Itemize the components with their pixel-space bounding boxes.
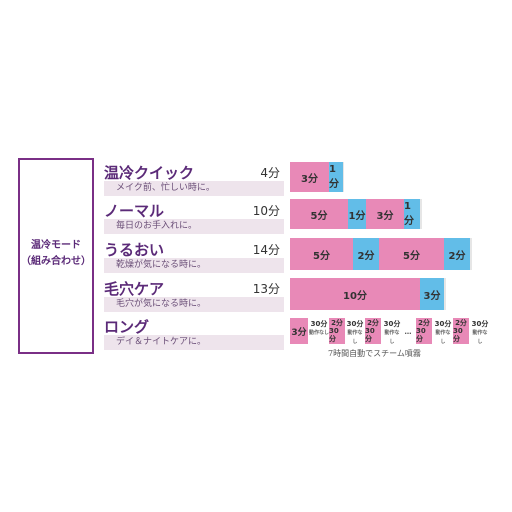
mode-label-line1: 温冷モード bbox=[31, 240, 81, 251]
segment-warm: 5分 bbox=[290, 199, 348, 229]
segment-warm: 3分 bbox=[366, 199, 404, 229]
mode-label-box: 温冷モード （組み合わせ） bbox=[18, 158, 94, 354]
mode-subtitle: メイク前、忙しい時に。 bbox=[104, 181, 284, 196]
mode-title: 毛穴ケア bbox=[104, 280, 165, 298]
segment-cool: 2分 bbox=[353, 238, 379, 270]
segment-warm: 3分 bbox=[290, 318, 308, 344]
mode-subtitle: デイ＆ナイトケアに。 bbox=[104, 335, 284, 350]
segment-warm: 5分 bbox=[379, 238, 444, 270]
mode-subtitle: 毛穴が気になる時に。 bbox=[104, 297, 284, 312]
segment-warm-idle: 2分 30分 bbox=[453, 318, 469, 344]
mode-title: うるおい bbox=[104, 241, 165, 259]
mode-title: 温冷クイック bbox=[104, 164, 195, 182]
segment-idle: 30分 動作なし bbox=[434, 320, 452, 345]
ellipsis: … bbox=[404, 328, 412, 336]
mode-label-line2: （組み合わせ） bbox=[21, 256, 91, 267]
mode-total-minutes: 4分 bbox=[260, 166, 280, 180]
mode-subtitle: 乾燥が気になる時に。 bbox=[104, 258, 284, 273]
mode-title: ノーマル bbox=[104, 202, 165, 220]
segment-cool: 3分 bbox=[420, 278, 444, 310]
segment-cool: 1分 bbox=[404, 199, 420, 229]
mode-subtitle: 毎日のお手入れに。 bbox=[104, 219, 284, 234]
segment-idle: 30分 動作なし bbox=[383, 320, 401, 345]
segment-warm: 5分 bbox=[290, 238, 353, 270]
segment-cool: 1分 bbox=[348, 199, 366, 229]
mode-title: ロング bbox=[104, 318, 150, 336]
mode-total-minutes: 14分 bbox=[252, 243, 280, 257]
segment-idle: 30分 動作なし bbox=[471, 320, 489, 345]
segment-idle: 30分 動作なし bbox=[346, 320, 364, 345]
segment-warm: 3分 bbox=[290, 162, 329, 192]
segment-warm-idle: 2分 30分 bbox=[329, 318, 345, 344]
segment-warm-idle: 2分 30分 bbox=[365, 318, 381, 344]
segment-idle: 30分 動作なし bbox=[309, 320, 330, 336]
mode-total-minutes: 10分 bbox=[252, 204, 280, 218]
segment-warm: 10分 bbox=[290, 278, 420, 310]
long-mode-note: 7時間自動でスチーム噴霧 bbox=[328, 349, 421, 358]
segment-warm-idle: 2分 30分 bbox=[416, 318, 432, 344]
segment-cool: 1分 bbox=[329, 162, 343, 192]
segment-cool: 2分 bbox=[444, 238, 470, 270]
mode-total-minutes: 13分 bbox=[252, 282, 280, 296]
